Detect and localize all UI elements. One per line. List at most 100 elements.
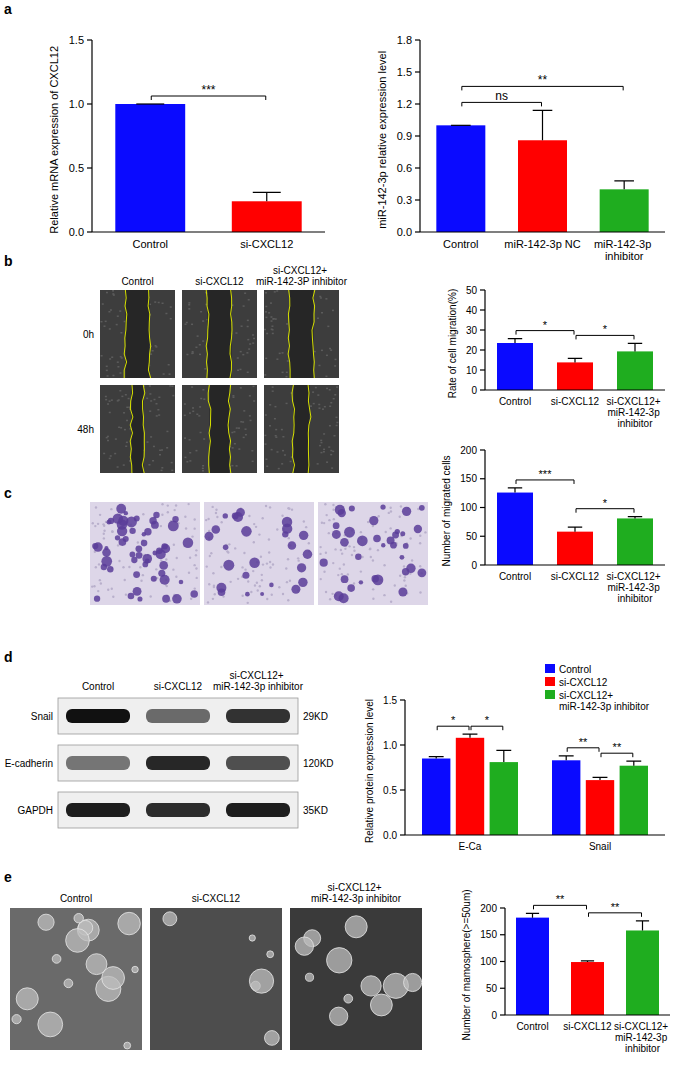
texture <box>317 394 319 396</box>
texture <box>253 400 255 402</box>
texture <box>202 320 204 322</box>
panel-letter: b <box>4 253 13 269</box>
y-tick-label: 50 <box>466 285 478 296</box>
marks <box>497 488 653 565</box>
pore <box>234 547 236 549</box>
texture <box>329 425 331 427</box>
cell <box>369 516 378 525</box>
texture <box>158 397 160 399</box>
significance-bracket <box>589 913 642 917</box>
sphere <box>249 969 273 993</box>
y-tick <box>500 961 505 962</box>
cell <box>355 553 361 559</box>
cell <box>131 557 137 563</box>
y-tick-label: 100 <box>480 956 497 967</box>
x-axis <box>485 389 665 390</box>
cell <box>107 566 113 572</box>
texture <box>117 366 119 368</box>
label-line: Control <box>559 664 591 675</box>
column-header: si-CXCL12+ miR-142-3P inhibitor <box>256 265 348 288</box>
texture <box>264 374 266 376</box>
wound-edge <box>312 290 315 378</box>
pore <box>348 545 350 547</box>
cell <box>205 532 214 541</box>
pore <box>208 530 210 532</box>
cell <box>333 522 340 529</box>
y-tick <box>400 834 405 835</box>
texture <box>243 305 245 307</box>
texture <box>148 464 150 466</box>
texture <box>149 410 151 412</box>
pore <box>367 521 369 523</box>
texture <box>162 303 164 305</box>
texture <box>286 372 288 374</box>
label-line: Number of mamosphere(>=50um) <box>461 889 472 1040</box>
pore <box>213 586 215 588</box>
pore <box>195 549 197 551</box>
texture <box>156 415 158 417</box>
label-line: Number of migrated cells <box>441 455 452 566</box>
y-tick-label: 1.0 <box>383 740 397 751</box>
texture <box>275 436 277 438</box>
column-header: si-CXCL12+ miR-142-3p inhibitor <box>213 670 304 693</box>
label-line: si-CXCL12+ <box>328 882 385 893</box>
texture <box>275 318 277 320</box>
sphere <box>124 1042 131 1049</box>
pore <box>328 519 330 521</box>
texture <box>161 449 163 451</box>
label-line: si-CXCL12+ <box>614 1021 671 1032</box>
image-bg <box>90 502 200 605</box>
y-tick <box>480 507 485 508</box>
label-line: Control <box>516 1021 548 1032</box>
texture <box>271 449 273 451</box>
pore <box>324 503 326 505</box>
texture <box>152 460 154 462</box>
y-tick-label: 0 <box>471 560 477 571</box>
significance-label: ** <box>538 73 548 87</box>
wound-edge <box>130 385 133 473</box>
label-line: * <box>451 714 456 726</box>
pore <box>261 579 263 581</box>
bar <box>552 760 580 835</box>
texture <box>272 318 274 320</box>
texture <box>117 361 119 363</box>
blot-strip <box>58 792 298 828</box>
pore <box>253 541 255 543</box>
texture <box>106 292 108 294</box>
pore <box>278 586 280 588</box>
legend-swatch <box>545 690 555 699</box>
label-line: 1.5 <box>383 695 397 706</box>
texture <box>192 352 194 354</box>
cell <box>339 593 349 603</box>
pore <box>360 531 362 533</box>
texture <box>275 435 277 437</box>
pore <box>254 584 256 586</box>
significance-label: ** <box>556 893 565 905</box>
error-bar <box>508 488 522 493</box>
bar <box>516 918 549 1015</box>
label-line: si-CXCL12+ <box>230 670 287 681</box>
texture <box>161 467 163 469</box>
texture <box>310 405 312 407</box>
y-tick <box>415 71 420 72</box>
texture <box>169 385 171 387</box>
error-bar <box>593 777 608 780</box>
significance-bracket <box>576 335 634 339</box>
transwell-image <box>318 502 428 605</box>
pore <box>110 508 112 510</box>
pore <box>215 509 217 511</box>
pore <box>184 516 186 518</box>
label-line: 100 <box>460 502 477 513</box>
texture <box>199 406 201 408</box>
panel-letter: a <box>4 1 12 17</box>
texture <box>109 400 111 402</box>
label-line: 1.0 <box>69 98 84 110</box>
wound-edge <box>206 290 209 378</box>
significance-label: *** <box>201 83 215 97</box>
texture <box>247 372 249 374</box>
label-line: 0h <box>83 329 94 340</box>
texture <box>264 435 266 437</box>
texture <box>192 407 194 409</box>
wound-image <box>182 290 257 378</box>
pore <box>103 525 105 527</box>
